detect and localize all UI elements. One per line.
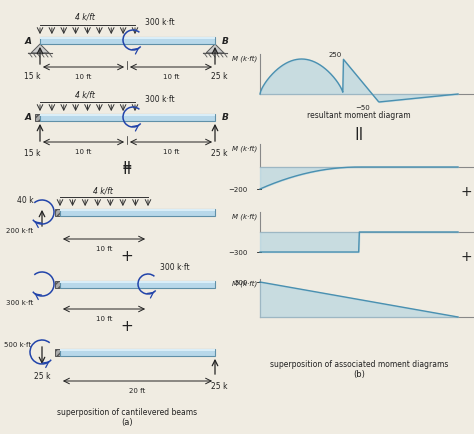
FancyBboxPatch shape <box>60 210 215 212</box>
Text: −300: −300 <box>228 250 248 256</box>
Text: 300 k·ft: 300 k·ft <box>145 95 174 104</box>
Polygon shape <box>31 45 49 54</box>
Text: −50: −50 <box>356 105 370 111</box>
FancyBboxPatch shape <box>40 38 215 45</box>
Text: 4 k/ft: 4 k/ft <box>93 187 113 196</box>
Text: superposition of associated moment diagrams: superposition of associated moment diagr… <box>270 359 448 368</box>
Text: 200 k·ft: 200 k·ft <box>7 227 34 233</box>
Text: B: B <box>221 36 228 46</box>
Text: M (k·ft): M (k·ft) <box>232 55 257 62</box>
FancyBboxPatch shape <box>40 38 215 40</box>
Text: 25 k: 25 k <box>211 72 227 81</box>
Text: 25 k: 25 k <box>211 149 227 158</box>
Text: B: B <box>221 113 228 122</box>
Text: 25 k: 25 k <box>211 381 227 390</box>
Text: superposition of cantilevered beams: superposition of cantilevered beams <box>57 407 197 416</box>
Text: 500 k·ft: 500 k·ft <box>4 341 32 347</box>
FancyBboxPatch shape <box>60 281 215 288</box>
Text: 10 ft: 10 ft <box>163 149 179 155</box>
Bar <box>35 115 40 122</box>
Text: 250: 250 <box>328 52 342 58</box>
Text: M (k·ft): M (k·ft) <box>232 213 257 219</box>
Text: +: + <box>461 250 473 263</box>
Text: −200: −200 <box>229 187 248 193</box>
FancyBboxPatch shape <box>60 210 215 217</box>
Text: A: A <box>25 36 31 46</box>
Text: A: A <box>25 113 31 122</box>
FancyBboxPatch shape <box>40 115 215 117</box>
Text: +: + <box>120 319 133 334</box>
Text: 10 ft: 10 ft <box>75 149 91 155</box>
Text: 300 k·ft: 300 k·ft <box>145 18 174 27</box>
Bar <box>55 349 60 356</box>
Text: 4 k/ft: 4 k/ft <box>75 13 95 22</box>
Text: 15 k: 15 k <box>24 149 40 158</box>
Text: +: + <box>120 249 133 264</box>
FancyBboxPatch shape <box>60 349 215 356</box>
Bar <box>55 210 60 217</box>
Text: 25 k: 25 k <box>34 371 50 380</box>
FancyBboxPatch shape <box>60 281 215 284</box>
Text: (b): (b) <box>353 369 365 378</box>
Text: 15 k: 15 k <box>24 72 40 81</box>
Text: 300 k·ft: 300 k·ft <box>6 299 34 305</box>
Polygon shape <box>206 45 224 54</box>
Text: ||: || <box>122 161 132 174</box>
Text: 300 k·ft: 300 k·ft <box>160 263 190 271</box>
Bar <box>55 281 60 288</box>
Text: 4 k/ft: 4 k/ft <box>75 90 95 99</box>
Text: ||: || <box>355 127 364 140</box>
Text: 10 ft: 10 ft <box>163 74 179 80</box>
FancyBboxPatch shape <box>40 115 215 122</box>
Text: (a): (a) <box>121 417 133 426</box>
Text: +: + <box>461 184 473 198</box>
FancyBboxPatch shape <box>60 349 215 352</box>
Text: =: = <box>122 161 132 174</box>
Text: 20 ft: 20 ft <box>129 387 146 393</box>
Text: 10 ft: 10 ft <box>75 74 91 80</box>
Text: M (k·ft): M (k·ft) <box>232 145 257 151</box>
Text: 10 ft: 10 ft <box>96 246 112 251</box>
Text: 40 k: 40 k <box>17 196 33 204</box>
Text: 500: 500 <box>235 279 248 285</box>
Text: 10 ft: 10 ft <box>96 315 112 321</box>
Text: resultant moment diagram: resultant moment diagram <box>307 111 411 120</box>
Text: M (k·ft): M (k·ft) <box>232 279 257 286</box>
